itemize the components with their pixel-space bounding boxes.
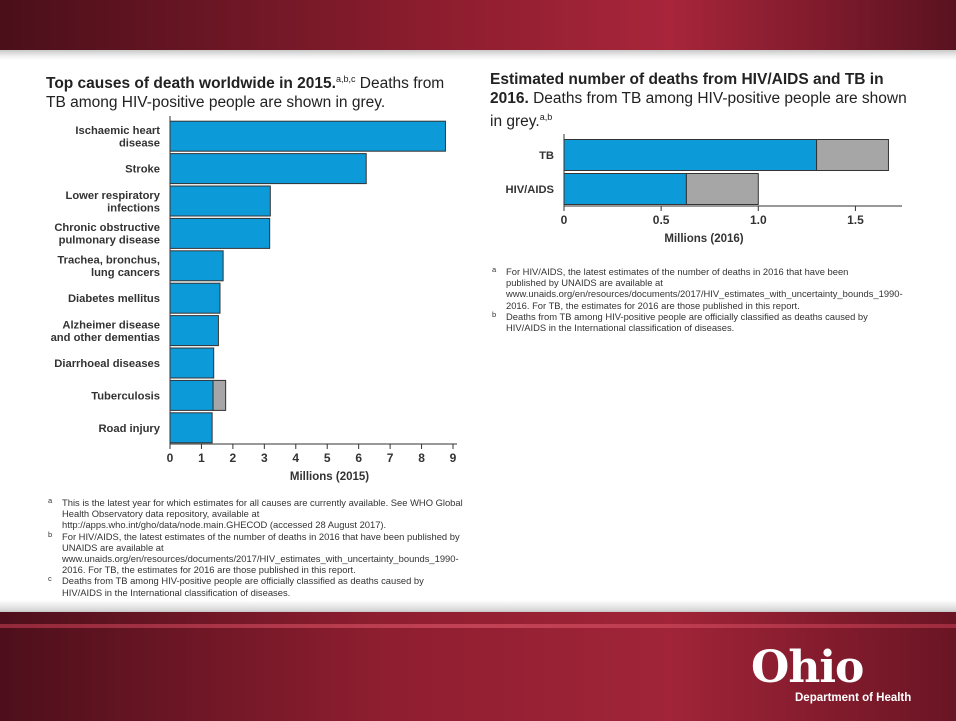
category-label: Diarrhoeal diseases — [54, 358, 160, 370]
category-label: pulmonary disease — [59, 235, 160, 247]
footnote-mark: a — [492, 265, 497, 274]
footnote-text: For HIV/AIDS, the latest estimates of th… — [506, 266, 903, 311]
right-title-rest: Deaths from TB among HIV-positive people… — [490, 90, 907, 131]
bar — [169, 120, 446, 152]
bar — [563, 139, 818, 171]
bar — [169, 347, 215, 379]
footnote: b Deaths from TB among HIV-positive peopl… — [490, 309, 890, 334]
footnote: a For HIV/AIDS, the latest estimates of t… — [490, 265, 903, 311]
x-tick-label: 8 — [418, 451, 425, 465]
category-label: and other dementias — [51, 332, 160, 344]
left-title-bold: Top causes of death worldwide in 2015. — [46, 75, 336, 93]
bar — [169, 379, 214, 411]
footnote-mark: c — [48, 574, 52, 584]
footnote-text: Deaths from TB among HIV-positive people… — [62, 575, 424, 598]
right-chart-title: Estimated number of deaths from HIV/AIDS… — [490, 70, 910, 131]
category-label: TB — [539, 150, 554, 162]
x-tick-label: 3 — [261, 451, 268, 465]
bar — [169, 315, 219, 347]
left-title-rest: Deaths from TB among HIV-positive people… — [46, 75, 445, 112]
x-axis-label: Millions (2016) — [664, 233, 743, 245]
category-label: Diabetes mellitus — [68, 293, 160, 305]
left-footnotes: a This is the latest year for which estim… — [46, 496, 466, 598]
bar — [563, 173, 687, 205]
footer-shine — [0, 600, 956, 614]
category-label: Chronic obstructive — [54, 222, 160, 234]
left-title-sup: a,b,c — [335, 74, 356, 84]
category-label: Stroke — [125, 164, 160, 176]
x-tick-label: 0 — [561, 213, 568, 227]
category-label: Alzheimer disease — [62, 319, 160, 331]
footnote-text: For HIV/AIDS, the latest estimates of th… — [62, 530, 460, 576]
footnote-mark: a — [48, 496, 53, 505]
right-footnotes: a For HIV/AIDS, the latest estimates of t… — [490, 265, 903, 334]
bar — [169, 153, 367, 185]
category-label: Lower respiratory — [65, 190, 160, 202]
right-title-bold: Estimated number of deaths from HIV/AIDS… — [490, 71, 884, 107]
footnote: c Deaths from TB among HIV-positive peopl… — [46, 574, 466, 598]
right-title-sup: a,b — [539, 112, 553, 122]
x-tick-label: 5 — [324, 451, 331, 465]
logo-subtitle: Department of Health — [795, 692, 912, 704]
logo-word: Ohio — [751, 642, 864, 693]
x-tick-label: 1 — [198, 451, 205, 465]
bar — [169, 217, 271, 249]
x-tick-label: 0.5 — [653, 213, 670, 227]
category-label: Tuberculosis — [91, 390, 160, 402]
left-chart-title: Top causes of death worldwide in 2015.a,… — [46, 70, 466, 112]
x-tick-label: 4 — [292, 451, 299, 465]
bar-grey-segment — [816, 139, 889, 171]
bar-grey-segment — [685, 173, 759, 205]
x-tick-label: 1.5 — [847, 213, 864, 227]
footnote-mark: b — [48, 529, 53, 539]
header-shine — [0, 50, 956, 60]
x-tick-label: 7 — [387, 451, 394, 465]
bar — [169, 250, 224, 282]
ohio-logo: Ohio Department of Health — [745, 642, 935, 710]
x-tick-label: 2 — [230, 451, 237, 465]
x-tick-label: 6 — [355, 451, 362, 465]
category-label: Road injury — [98, 423, 160, 435]
bar — [169, 282, 221, 314]
footnote-text: This is the latest year for which estima… — [62, 497, 463, 531]
bar — [169, 185, 271, 217]
category-label: Trachea, bronchus, — [57, 255, 160, 267]
footnote-text: Deaths from TB among HIV-positive people… — [506, 310, 868, 334]
x-tick-label: 1.0 — [750, 213, 767, 227]
x-tick-label: 0 — [167, 451, 174, 465]
category-label: disease — [119, 137, 160, 149]
category-label: lung cancers — [91, 267, 160, 279]
bar-grey-segment — [212, 379, 227, 411]
header-band — [0, 0, 956, 58]
footnote: b For HIV/AIDS, the latest estimates of t… — [46, 529, 466, 576]
bar — [169, 412, 213, 444]
footnote: a This is the latest year for which estim… — [46, 496, 466, 531]
x-axis-label: Millions (2015) — [290, 471, 369, 483]
x-tick-label: 9 — [450, 451, 457, 465]
category-label: infections — [107, 202, 160, 214]
category-label: Ischaemic heart — [75, 125, 160, 137]
category-label: HIV/AIDS — [506, 184, 555, 196]
footer-accent-line — [0, 624, 956, 628]
footnote-mark: b — [492, 309, 497, 319]
right-bar-chart: TB HIV/AIDS 0 0.5 1.0 1.5 Millions (2016) — [506, 134, 902, 245]
footer-band — [0, 612, 956, 721]
